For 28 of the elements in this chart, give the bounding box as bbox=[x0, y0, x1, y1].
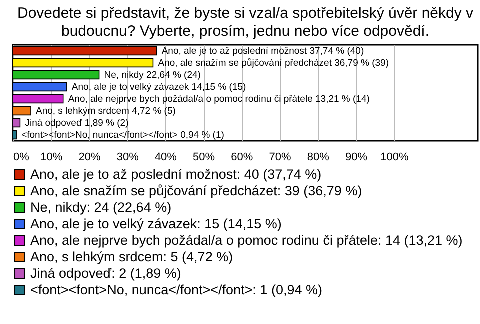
legend-label: Ano, ale snažím se půjčování předcházet: 39 (36,79 %) bbox=[30, 183, 362, 198]
legend-label: Ano, ale je to až poslední možnost: 40 (37,74 %) bbox=[30, 166, 322, 182]
x-tick-label: 20% bbox=[78, 152, 101, 164]
x-tick-label: 50% bbox=[193, 152, 216, 164]
legend-label: Jiná odpoveď: 2 (1,89 %) bbox=[30, 266, 182, 281]
data-label: Jiná odpoveď 1,89 % (2) bbox=[25, 118, 129, 129]
legend-label: Ano, ale nejprve bych požádal/a o pomoc rodinu či přátele: 14 (13,21 %) bbox=[30, 232, 463, 248]
x-tick-label: 10% bbox=[40, 152, 63, 164]
data-label: Ano, ale je to velký závazek 14,15 % (15) bbox=[72, 82, 246, 93]
x-tick-label: 90% bbox=[346, 152, 368, 164]
data-label: Ne, nikdy 22,64 % (24) bbox=[104, 70, 201, 81]
data-label: Ano, ale snažím se půjčování předcházet 36,79 % (39) bbox=[158, 58, 390, 69]
x-tick-label: 80% bbox=[307, 152, 330, 164]
legend-label: Ano, s lehkým srdcem: 5 (4,72 %) bbox=[30, 249, 234, 264]
data-label: Ano, s lehkým srdcem 4,72 % (5) bbox=[36, 106, 176, 117]
legend-label: Ano, ale je to velký závazek: 15 (14,15 %) bbox=[30, 216, 282, 232]
x-tick-label: 40% bbox=[154, 152, 178, 164]
x-tick-label: 60% bbox=[231, 152, 254, 164]
data-label: <font><font>No, nunca</font></font> 0,94 % (1) bbox=[22, 130, 224, 141]
x-tick-label: 70% bbox=[269, 152, 292, 164]
x-tick-label: 100% bbox=[380, 152, 409, 164]
data-label: Ano, ale nejprve bych požádal/a o pomoc rodinu či přátele 13,21 % (14) bbox=[68, 94, 370, 105]
data-label: Ano, ale je to až poslední možnost 37,74 % (40) bbox=[162, 46, 364, 57]
legend-label: Ne, nikdy: 24 (22,64 %) bbox=[30, 200, 172, 215]
x-tick-label: 0% bbox=[14, 152, 30, 164]
chart-title: Dovedete si představit, že byste si vzal/a spotřebitelský úvěr někdy v budoucnu? Vyberte, prosím, jednu nebo více odpovědí. bbox=[17, 5, 474, 40]
x-tick-label: 30% bbox=[116, 152, 140, 164]
legend-label: <font><font>No, nunca</font></font>: 1 (0,94 %) bbox=[30, 282, 322, 298]
